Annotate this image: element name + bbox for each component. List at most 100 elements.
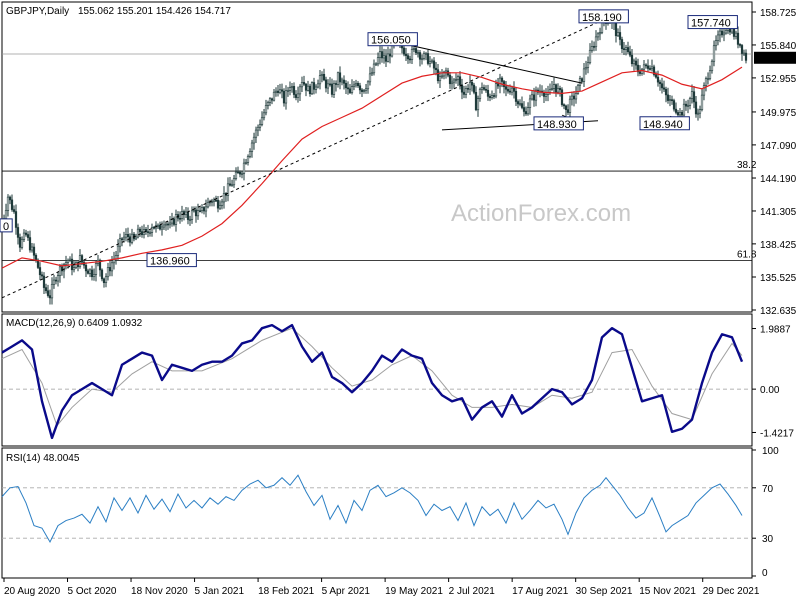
- candle-body: [382, 55, 386, 59]
- candle-body: [586, 62, 590, 68]
- candle-body: [316, 83, 320, 88]
- candle-body: [486, 89, 490, 97]
- candle-body: [504, 86, 508, 90]
- date-label-2: 18 Nov 2020: [131, 586, 188, 597]
- candle-body: [364, 88, 368, 91]
- candle-body: [620, 39, 624, 49]
- candle-body: [30, 246, 34, 251]
- candle-body: [140, 231, 144, 236]
- candle-body: [16, 227, 20, 238]
- price-tick-label-1: 155.840: [760, 41, 797, 52]
- candle-body: [574, 93, 578, 100]
- price-label-4: 148.940: [643, 119, 683, 131]
- candle-body: [734, 32, 738, 37]
- candle-body: [58, 266, 62, 276]
- candle-body: [454, 79, 458, 81]
- candle-body: [88, 269, 92, 274]
- candle-body: [184, 211, 188, 216]
- candle-body: [280, 89, 284, 92]
- candle-body: [520, 103, 524, 108]
- candle-body: [106, 267, 110, 278]
- trendline-upper-triangle: [399, 42, 583, 84]
- date-label-1: 5 Oct 2020: [68, 586, 117, 597]
- candle-body: [508, 90, 512, 93]
- candle-body: [220, 201, 224, 206]
- candle-body: [682, 103, 686, 116]
- candle-body: [264, 105, 268, 114]
- candle-body: [654, 74, 658, 78]
- candle-body: [222, 192, 226, 203]
- candle-body: [218, 205, 222, 209]
- candle-body: [512, 87, 516, 92]
- candle-body: [252, 136, 256, 144]
- candle-body: [20, 239, 24, 248]
- date-label-8: 17 Aug 2021: [512, 586, 569, 597]
- candle-body: [136, 228, 140, 238]
- candle-body: [402, 47, 406, 55]
- candle-body: [236, 171, 240, 174]
- candle-body: [328, 83, 332, 86]
- candle-body: [248, 151, 252, 157]
- candle-body: [298, 86, 302, 95]
- candle-body: [420, 58, 424, 60]
- candle-body: [234, 171, 238, 179]
- candle-body: [464, 88, 468, 95]
- candle-body: [736, 32, 740, 45]
- candle-body: [576, 84, 580, 94]
- candle-body: [434, 67, 438, 71]
- candle-body: [8, 196, 12, 201]
- symbol-header: GBPJPY,Daily 155.062 155.201 154.426 154…: [6, 6, 231, 17]
- candle-body: [120, 238, 124, 241]
- candle-body: [238, 171, 242, 175]
- candle-body: [694, 101, 698, 115]
- candle-body: [492, 95, 496, 97]
- candle-body: [636, 64, 640, 73]
- price-label-box-4: [639, 116, 690, 131]
- candle-body: [584, 67, 588, 70]
- candle-body: [130, 233, 134, 243]
- candle-body: [656, 76, 660, 83]
- candle-body: [706, 78, 710, 80]
- candle-body: [684, 103, 688, 107]
- candle-body: [216, 199, 220, 209]
- candle-body: [570, 95, 574, 100]
- price-tick-label-0: 158.725: [760, 8, 797, 19]
- candle-body: [640, 68, 644, 74]
- candle-body: [146, 231, 150, 233]
- price-tick-label-7: 138.425: [760, 240, 797, 251]
- candle-body: [376, 57, 380, 65]
- candle-body: [568, 98, 572, 113]
- candle-body: [28, 237, 32, 251]
- candle-body: [286, 90, 290, 92]
- price-tick-label-2: 152.955: [760, 74, 797, 85]
- candle-body: [202, 207, 206, 212]
- candle-body: [738, 44, 742, 46]
- candle-body: [32, 246, 36, 256]
- candle-body: [340, 79, 344, 83]
- candle-body: [468, 81, 472, 90]
- date-label-6: 19 May 2021: [385, 586, 443, 597]
- candle-body: [276, 90, 280, 93]
- candle-body: [22, 232, 26, 240]
- macd-header: MACD(12,26,9) 0.6409 1.0932: [6, 318, 143, 329]
- price-label-5: 136.960: [150, 256, 190, 268]
- candle-body: [200, 207, 204, 212]
- candle-body: [588, 49, 592, 64]
- candle-body: [478, 88, 482, 99]
- candle-body: [544, 94, 548, 97]
- candle-body: [436, 69, 440, 82]
- price-label-0: 156.050: [371, 35, 411, 47]
- candle-body: [558, 88, 562, 91]
- candle-body: [44, 287, 48, 292]
- candle-body: [702, 85, 706, 96]
- candle-body: [366, 81, 370, 90]
- candle-body: [712, 45, 716, 62]
- ohlc-values: 155.062 155.201 154.426 154.717: [78, 6, 231, 17]
- candle-body: [510, 87, 514, 93]
- macd-tick-label-0: 1.9887: [760, 325, 791, 336]
- candle-body: [310, 82, 314, 95]
- candle-body: [594, 36, 598, 48]
- candle-body: [122, 236, 126, 240]
- candle-body: [528, 98, 532, 108]
- date-label-0: 20 Aug 2020: [4, 586, 61, 597]
